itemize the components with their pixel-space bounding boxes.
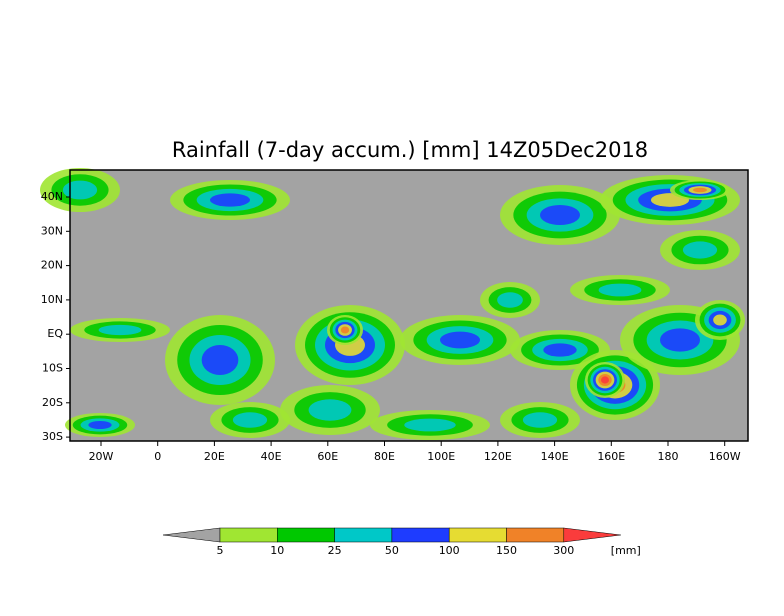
rain-area <box>232 412 268 428</box>
lon-tick-label: 140E <box>541 450 569 463</box>
colorbar-over <box>563 527 621 543</box>
lon-tick-label: 120E <box>484 450 512 463</box>
rain-area <box>682 241 718 259</box>
rain-area <box>497 292 523 308</box>
lon-tick-label: 80E <box>374 450 395 463</box>
lat-tick-label: 30S <box>42 430 63 443</box>
colorbar-unit: [mm] <box>611 544 641 557</box>
colorbar-label: 150 <box>496 544 517 557</box>
rain-area <box>543 343 577 357</box>
rain-area <box>62 180 98 200</box>
colorbar-label: 25 <box>328 544 342 557</box>
rain-area <box>210 193 250 207</box>
colorbar-segment <box>391 527 450 543</box>
rain-area <box>340 326 350 334</box>
lon-tick-label: 20E <box>204 450 225 463</box>
rain-area <box>201 345 239 375</box>
rain-area <box>540 205 580 225</box>
lon-tick-label: 60E <box>317 450 338 463</box>
rain-area <box>308 399 352 421</box>
colorbar-segment <box>219 527 278 543</box>
colorbar-label: 50 <box>385 544 399 557</box>
lat-tick-label: EQ <box>47 327 63 340</box>
rain-area <box>440 331 480 349</box>
lat-tick-label: 10N <box>41 293 63 306</box>
rain-area <box>693 187 707 193</box>
rain-area <box>713 314 727 326</box>
lat-tick-label: 40N <box>41 190 63 203</box>
lon-tick-label: 100E <box>427 450 455 463</box>
lon-tick-label: 20W <box>89 450 114 463</box>
colorbar: 5 10 25 50 100 150 300 [mm] <box>162 527 641 557</box>
lon-tick-label: 0 <box>154 450 161 463</box>
colorbar-label: 100 <box>439 544 460 557</box>
rain-area <box>598 283 642 297</box>
map-title: Rainfall (7-day accum.) [mm] 14Z05Dec201… <box>172 138 648 162</box>
colorbar-label: 300 <box>553 544 574 557</box>
lon-tick-label: 40E <box>261 450 282 463</box>
colorbar-segment <box>334 527 393 543</box>
colorbar-label: 5 <box>217 544 224 557</box>
lon-tick-label: 160E <box>597 450 625 463</box>
rain-area <box>660 328 700 352</box>
lat-tick-label: 20S <box>42 396 63 409</box>
map <box>40 168 748 441</box>
rain-area <box>601 376 609 384</box>
colorbar-label: 10 <box>270 544 284 557</box>
lat-tick-label: 10S <box>42 362 63 375</box>
rain-area <box>522 412 558 428</box>
lat-tick-label: 20N <box>41 259 63 272</box>
lon-tick-label: 180 <box>658 450 679 463</box>
colorbar-under <box>162 527 221 543</box>
rain-area <box>88 421 112 429</box>
colorbar-segment <box>448 527 507 543</box>
colorbar-segment <box>277 527 335 543</box>
colorbar-segment <box>506 527 565 543</box>
rain-area <box>404 418 456 432</box>
lon-tick-label: 160W <box>709 450 741 463</box>
rain-area <box>98 324 142 336</box>
lat-tick-label: 30N <box>41 224 63 237</box>
map-frame <box>69 169 749 442</box>
